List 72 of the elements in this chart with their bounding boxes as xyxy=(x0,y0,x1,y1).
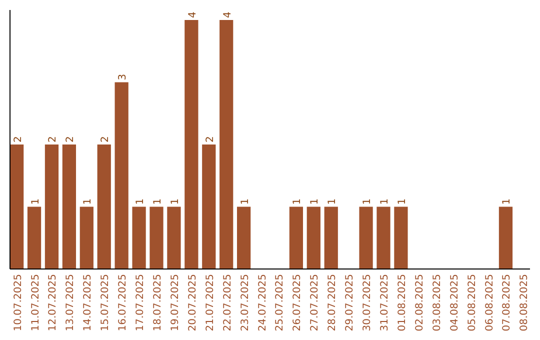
x-tick-label: 06.08.2025 xyxy=(484,274,496,332)
x-tick-label: 10.07.2025 xyxy=(12,274,24,332)
bar xyxy=(80,206,94,269)
data-label: 1 xyxy=(362,198,374,205)
x-tick-label: 18.07.2025 xyxy=(152,274,164,332)
x-tick-label: 13.07.2025 xyxy=(65,274,76,332)
data-label: 3 xyxy=(118,74,129,80)
x-tick-label: 14.07.2025 xyxy=(82,274,94,332)
x-tick-label: 01.08.2025 xyxy=(396,274,408,332)
bar xyxy=(44,144,59,269)
x-tick-label: 02.08.2025 xyxy=(414,274,426,332)
x-tick-label: 20.07.2025 xyxy=(187,274,198,332)
bar xyxy=(394,206,408,269)
bar xyxy=(150,206,164,269)
bar xyxy=(220,20,234,269)
data-label: 2 xyxy=(65,136,76,142)
data-label: 1 xyxy=(327,198,338,205)
data-label: 1 xyxy=(310,198,321,205)
bar xyxy=(289,206,303,269)
x-tick-label: 26.07.2025 xyxy=(292,274,304,332)
x-tick-label: 16.07.2025 xyxy=(118,274,129,332)
bar xyxy=(132,206,146,269)
data-label: 1 xyxy=(170,198,181,205)
data-label: 4 xyxy=(222,12,234,18)
data-label: 1 xyxy=(240,198,251,205)
bar xyxy=(498,206,513,269)
x-tick-label: 30.07.2025 xyxy=(362,274,374,332)
data-label: 1 xyxy=(135,198,146,205)
bar xyxy=(27,206,42,269)
x-tick-label: 15.07.2025 xyxy=(100,274,112,332)
bar xyxy=(10,144,24,269)
bar xyxy=(306,206,320,269)
x-tick-label: 12.07.2025 xyxy=(48,274,59,332)
bar xyxy=(324,206,338,269)
x-tick-label: 23.07.2025 xyxy=(240,274,251,332)
x-tick-label: 08.08.2025 xyxy=(519,274,530,332)
data-label: 2 xyxy=(48,136,59,142)
bar xyxy=(167,206,181,269)
x-tick-label: 22.07.2025 xyxy=(222,274,234,332)
data-label: 1 xyxy=(30,198,42,205)
bar xyxy=(237,206,251,269)
x-tick-label: 03.08.2025 xyxy=(432,274,443,332)
x-tick-label: 29.07.2025 xyxy=(344,274,356,332)
x-tick-label: 25.07.2025 xyxy=(274,274,286,332)
data-label: 4 xyxy=(187,12,198,18)
bar xyxy=(114,82,128,269)
x-tick-label: 24.07.2025 xyxy=(257,274,268,332)
x-tick-label: 27.07.2025 xyxy=(310,274,321,332)
x-tick-label: 05.08.2025 xyxy=(466,274,478,332)
x-tick-label: 11.07.2025 xyxy=(30,274,42,332)
bar xyxy=(359,206,373,269)
x-tick-label: 21.07.2025 xyxy=(204,274,216,332)
x-tick-label: 17.07.2025 xyxy=(135,274,146,332)
bar xyxy=(376,206,390,269)
x-tick-label: 04.08.2025 xyxy=(449,274,460,332)
data-label: 1 xyxy=(82,198,94,205)
data-label: 2 xyxy=(204,136,216,142)
bar xyxy=(62,144,76,269)
data-label: 1 xyxy=(152,198,164,205)
data-label: 1 xyxy=(502,198,513,205)
data-label: 1 xyxy=(292,198,304,205)
bar xyxy=(97,144,111,269)
data-label: 1 xyxy=(380,198,390,205)
bar xyxy=(184,20,198,269)
data-label: 1 xyxy=(396,198,408,205)
x-tick-label: 07.08.2025 xyxy=(502,274,513,332)
x-tick-label: 19.07.2025 xyxy=(170,274,181,332)
bar xyxy=(202,144,216,269)
x-tick-label: 28.07.2025 xyxy=(327,274,338,332)
x-tick-label: 31.07.2025 xyxy=(380,274,390,332)
data-label: 2 xyxy=(100,136,112,142)
data-label: 2 xyxy=(12,136,24,142)
